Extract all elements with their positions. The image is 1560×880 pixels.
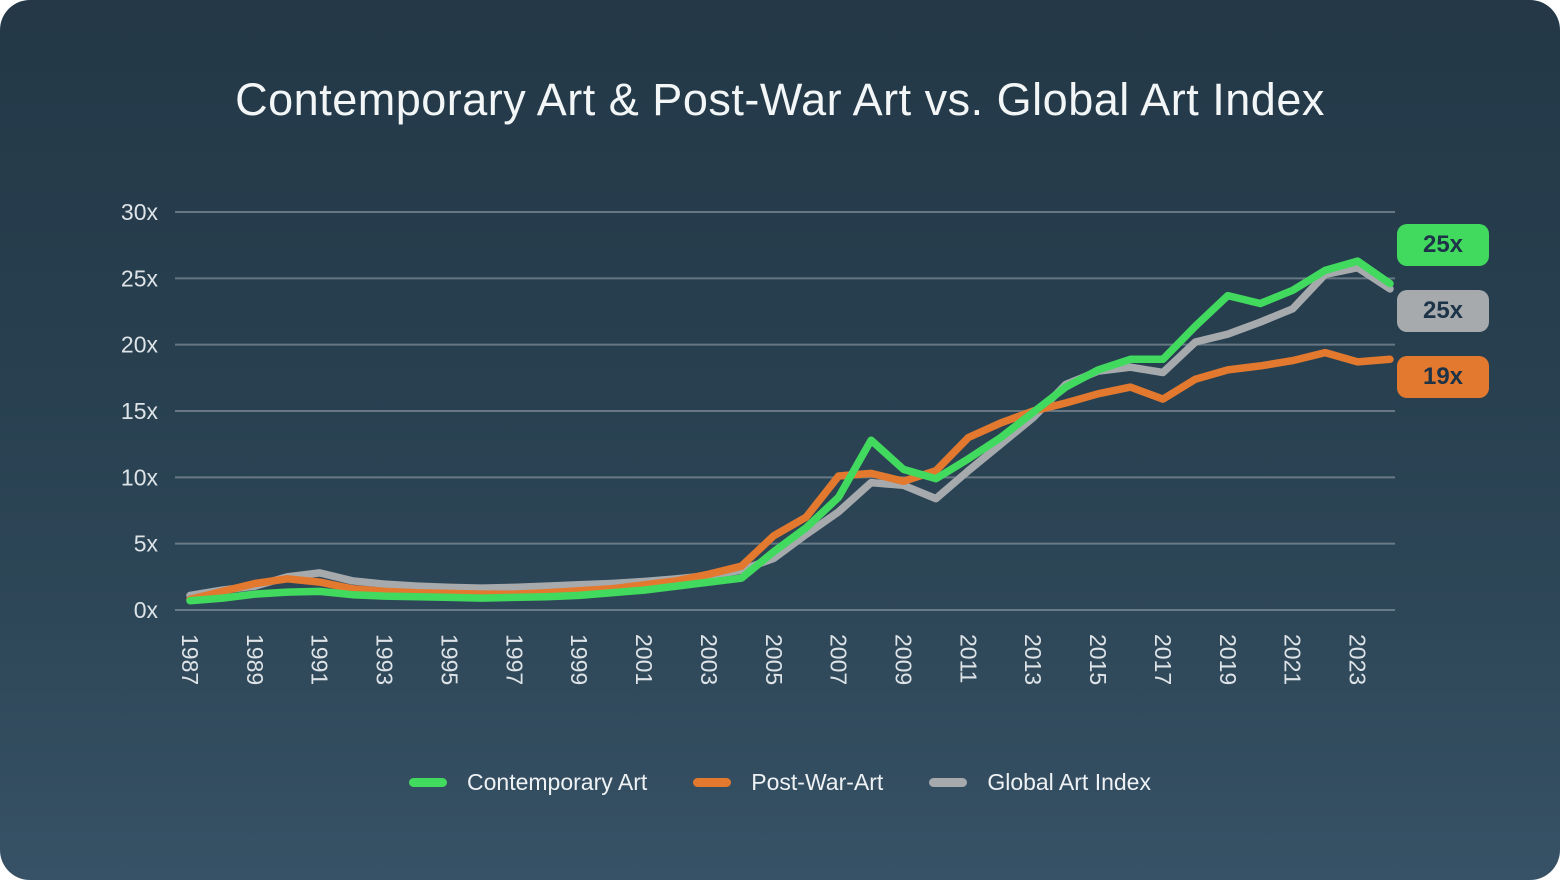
chart-title: Contemporary Art & Post-War Art vs. Glob…	[235, 74, 1325, 125]
legend-label-global-art-index: Global Art Index	[987, 769, 1151, 795]
x-tick-label: 2013	[1020, 634, 1046, 685]
y-tick-label: 20x	[121, 332, 159, 358]
legend-item-global-art-index: Global Art Index	[929, 769, 1151, 796]
y-tick-label: 25x	[121, 265, 159, 291]
x-tick-label: 2019	[1215, 634, 1241, 685]
x-tick-label: 2003	[696, 634, 722, 685]
y-tick-label: 5x	[134, 531, 159, 557]
series-line-contemporary-art	[186, 257, 1394, 605]
x-tick-label: 1987	[177, 634, 203, 685]
legend-item-post-war-art: Post-War-Art	[693, 769, 883, 796]
series-line-global-art-index	[186, 263, 1394, 600]
x-tick-label: 1999	[566, 634, 592, 685]
legend-swatch-post-war-art	[693, 778, 732, 787]
x-tick-label: 2023	[1345, 634, 1371, 685]
x-tick-label: 1991	[307, 634, 333, 685]
chart-legend: Contemporary Art Post-War-Art Global Art…	[0, 769, 1560, 796]
x-tick-label: 1997	[501, 634, 527, 685]
x-tick-label: 1989	[242, 634, 268, 685]
legend-label-contemporary-art: Contemporary Art	[467, 769, 648, 795]
y-tick-label: 30x	[121, 199, 159, 225]
x-tick-label: 1995	[436, 634, 462, 685]
x-tick-label: 1993	[372, 634, 398, 685]
x-tick-label: 2011	[955, 634, 981, 683]
x-tick-label: 2005	[761, 634, 787, 685]
x-tick-label: 2009	[891, 634, 917, 685]
y-tick-label: 0x	[134, 597, 159, 623]
series-line-post-war-art	[186, 348, 1394, 604]
end-badge-post-war-art: 19x	[1397, 356, 1489, 398]
y-tick-label: 15x	[121, 398, 159, 424]
x-tick-label: 2021	[1280, 634, 1306, 685]
x-tick-label: 2001	[631, 634, 657, 685]
legend-swatch-contemporary-art	[409, 778, 448, 787]
y-tick-label: 10x	[121, 464, 159, 490]
x-tick-label: 2017	[1150, 634, 1176, 685]
x-tick-label: 2015	[1085, 634, 1111, 685]
legend-swatch-global-art-index	[929, 778, 968, 787]
end-badge-global-art-index: 25x	[1397, 290, 1489, 332]
x-tick-label: 2007	[826, 634, 852, 685]
legend-label-post-war-art: Post-War-Art	[751, 769, 884, 795]
legend-item-contemporary-art: Contemporary Art	[409, 769, 647, 796]
end-badge-contemporary-art: 25x	[1397, 224, 1489, 266]
